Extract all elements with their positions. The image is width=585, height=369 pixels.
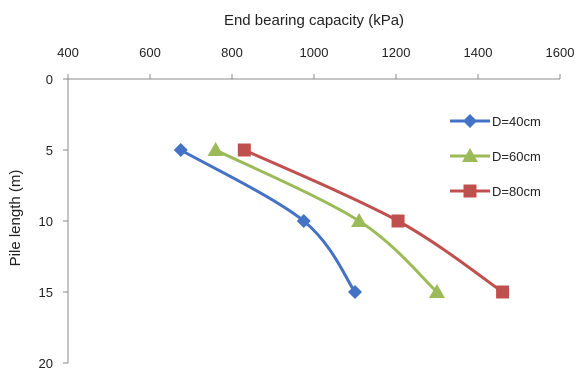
legend-marker bbox=[463, 184, 477, 198]
data-point bbox=[348, 285, 362, 299]
x-tick-label: 1600 bbox=[546, 45, 575, 60]
x-tick-label: 1200 bbox=[382, 45, 411, 60]
x-tick-label: 1000 bbox=[300, 45, 329, 60]
y-tick-label: 5 bbox=[46, 143, 53, 158]
series-line-3 bbox=[242, 148, 505, 294]
data-point bbox=[391, 214, 405, 228]
y-tick-label: 15 bbox=[39, 285, 53, 300]
y-tick-label: 20 bbox=[39, 356, 53, 369]
x-tick-label: 400 bbox=[57, 45, 79, 60]
legend-label: D=40cm bbox=[492, 114, 541, 129]
y-tick-label: 0 bbox=[46, 72, 53, 87]
x-tick-label: 800 bbox=[221, 45, 243, 60]
x-axis-title: End bearing capacity (kPa) bbox=[224, 12, 404, 29]
y-tick-label: 10 bbox=[39, 214, 53, 229]
legend-label: D=80cm bbox=[492, 184, 541, 199]
data-point bbox=[496, 285, 510, 299]
data-point bbox=[173, 143, 188, 157]
data-point bbox=[207, 142, 224, 156]
axes: 400 600 800 1000 1200 1400 1600 0 5 10 15 20 bbox=[39, 45, 575, 369]
data-point bbox=[429, 284, 445, 298]
x-tick-label: 1400 bbox=[464, 45, 493, 60]
legend-label: D=60cm bbox=[492, 149, 541, 164]
series-line-1 bbox=[179, 148, 357, 294]
data-point bbox=[351, 213, 368, 227]
legend-marker bbox=[463, 114, 477, 128]
data-point bbox=[237, 143, 251, 157]
plot-area bbox=[173, 142, 510, 299]
data-point bbox=[296, 214, 311, 228]
x-tick-label: 600 bbox=[139, 45, 161, 60]
legend-marker bbox=[462, 148, 478, 162]
y-axis-title: Pile length (m) bbox=[7, 170, 24, 267]
legend: D=40cm D=60cm D=80cm bbox=[450, 114, 541, 199]
